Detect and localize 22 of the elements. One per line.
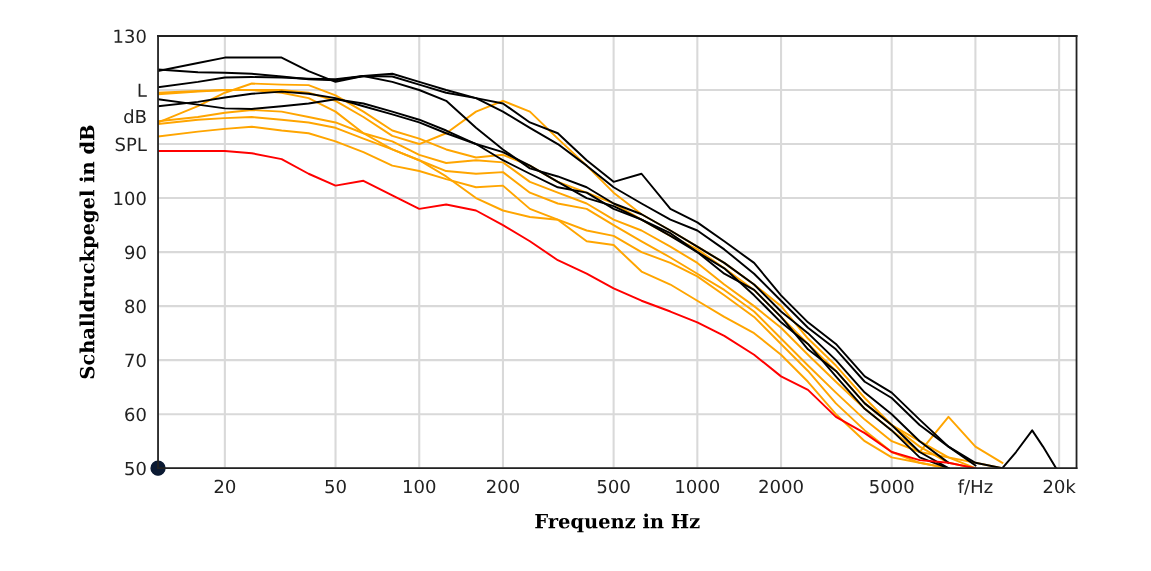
x-tick-label: 50	[325, 479, 346, 494]
y-tick-label: 100	[114, 191, 146, 206]
x-tick-label: f/Hz	[958, 479, 993, 495]
y-tick-label: 50	[125, 461, 146, 476]
y-tick-label: 60	[125, 407, 146, 422]
y-tick-label: SPL	[115, 137, 147, 152]
x-tick-label: 1000	[676, 479, 720, 494]
y-tick-label: 130	[114, 29, 146, 44]
y-tick-label: 80	[125, 299, 146, 314]
x-tick-label: 5000	[870, 479, 914, 494]
text: dB	[124, 109, 146, 124]
y-tick-label: 70	[125, 353, 146, 368]
x-tick-label: 100	[403, 479, 436, 494]
y-axis-title: Schalldruckpegel in dB	[79, 125, 99, 379]
x-axis-title: Frequenz in Hz	[535, 513, 700, 533]
x-tick-label: 2000	[759, 479, 803, 494]
y-tick-label: 90	[125, 245, 146, 260]
x-tick-label: 20k	[1043, 479, 1076, 494]
x-tick-label: 500	[597, 479, 630, 494]
y-tick-label: L	[138, 83, 147, 97]
x-tick-label: 200	[487, 479, 519, 494]
x-tick-label: 20	[214, 479, 236, 494]
